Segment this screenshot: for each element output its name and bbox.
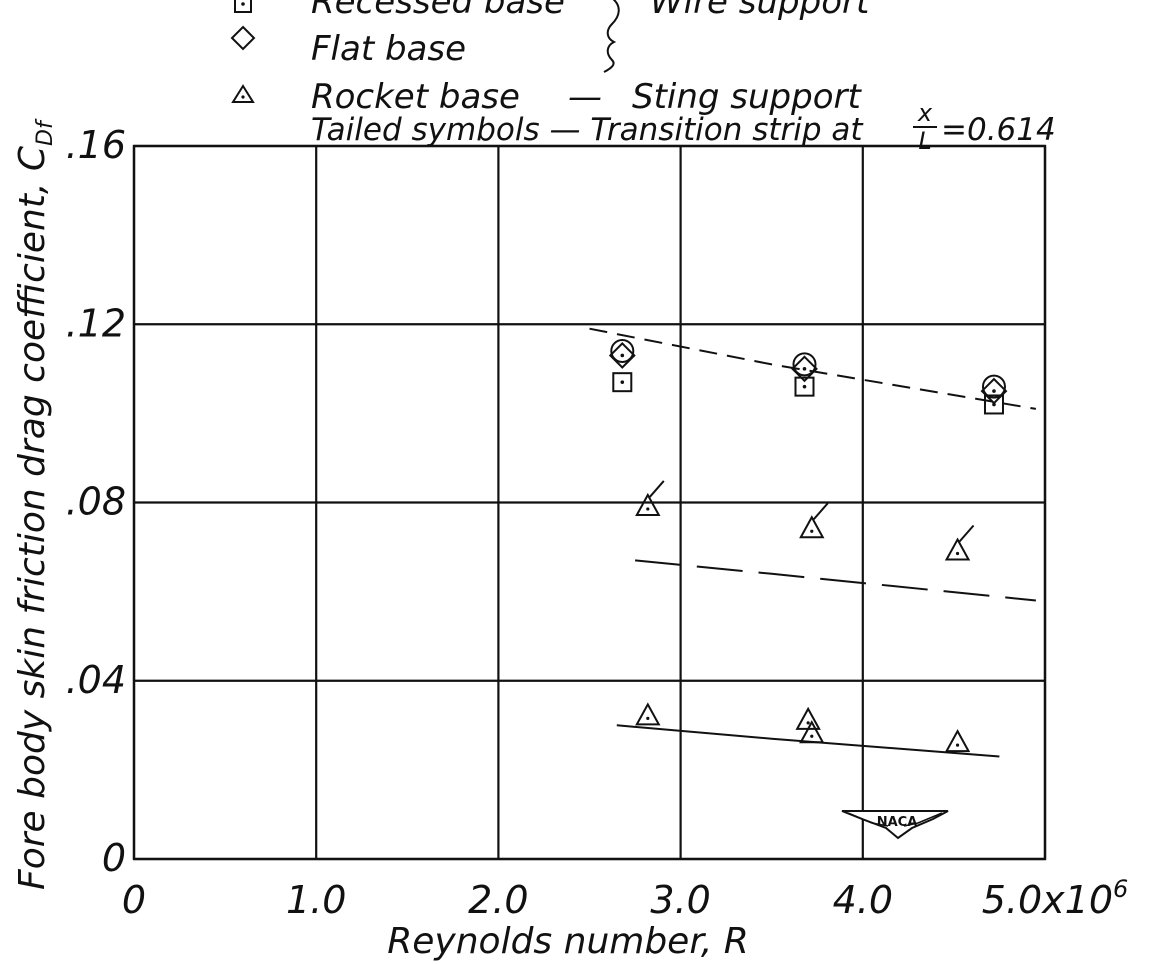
fit-curve-solid bbox=[616, 724, 1000, 758]
x-tick-label: 0 bbox=[122, 878, 146, 922]
data-point-triangle bbox=[635, 702, 661, 726]
data-point-diamond bbox=[608, 342, 636, 369]
data-markers bbox=[608, 338, 1008, 753]
x-tick-exponent: 6 bbox=[1113, 875, 1128, 903]
x-tick-label: 3.0 bbox=[650, 878, 710, 922]
data-point-circle bbox=[610, 338, 635, 363]
legend-tailed-note: Tailed symbols — Transition strip at bbox=[311, 112, 864, 148]
fit-curve-long-dash bbox=[635, 559, 1037, 602]
legend-dash: — bbox=[568, 77, 602, 117]
tick-labels: 0 1.0 2.0 3.0 4.0 5.0x106 0 .04 .08 .12 .16 bbox=[66, 123, 1129, 922]
plot-frame bbox=[132, 144, 1047, 861]
y-tick-label: .08 bbox=[66, 480, 126, 524]
y-tick-label: .12 bbox=[66, 301, 126, 345]
data-point-triangle bbox=[799, 502, 829, 539]
legend-group-wire-support: Wire support bbox=[650, 0, 871, 22]
x-tick-label: 5.0x106 bbox=[982, 875, 1129, 922]
data-point-circle bbox=[792, 352, 817, 377]
legend-brace bbox=[603, 0, 620, 73]
grid-lines bbox=[132, 144, 1047, 861]
legend-diamond-symbol bbox=[230, 25, 256, 51]
y-axis-label-subscript: Df bbox=[33, 118, 58, 146]
fit-curves bbox=[589, 327, 1037, 758]
legend-fraction-denominator: L bbox=[918, 127, 931, 155]
legend: Recessed base Flat base Wire support Roc… bbox=[230, 0, 1056, 155]
data-point-triangle bbox=[799, 720, 825, 744]
legend-label-rocket: Rocket base bbox=[311, 77, 520, 117]
data-point-circle bbox=[981, 374, 1006, 399]
legend-square-symbol bbox=[234, 0, 252, 13]
data-point-triangle bbox=[944, 524, 975, 561]
y-axis-label: Fore body skin friction drag coefficient… bbox=[12, 118, 58, 890]
legend-label-recessed: Recessed base bbox=[311, 0, 565, 22]
data-point-diamond bbox=[980, 377, 1008, 405]
data-point-triangle bbox=[795, 706, 821, 730]
legend-tailed-value: =0.614 bbox=[941, 112, 1056, 148]
data-point-square bbox=[794, 376, 815, 397]
naca-logo-text: NACA bbox=[877, 815, 918, 830]
data-point-diamond bbox=[791, 355, 818, 383]
x-axis-label: Reynolds number, R bbox=[387, 921, 748, 962]
x-tick-label: 2.0 bbox=[468, 878, 528, 922]
naca-logo: NACA bbox=[841, 810, 949, 840]
y-tick-label: .04 bbox=[66, 658, 126, 702]
data-point-triangle bbox=[635, 480, 665, 516]
legend-triangle-symbol bbox=[231, 84, 255, 103]
y-tick-label: 0 bbox=[102, 836, 126, 880]
fit-curve-short-dash bbox=[589, 327, 1037, 410]
data-point-square bbox=[612, 372, 633, 393]
y-tick-label: .16 bbox=[66, 123, 126, 167]
legend-fraction-numerator: x bbox=[917, 99, 933, 127]
legend-label-flat: Flat base bbox=[311, 29, 466, 69]
x-tick-label: 4.0 bbox=[833, 878, 893, 922]
x-tick-label: 1.0 bbox=[286, 878, 346, 922]
legend-sting-support: Sting support bbox=[632, 77, 863, 117]
data-point-triangle bbox=[944, 729, 971, 753]
